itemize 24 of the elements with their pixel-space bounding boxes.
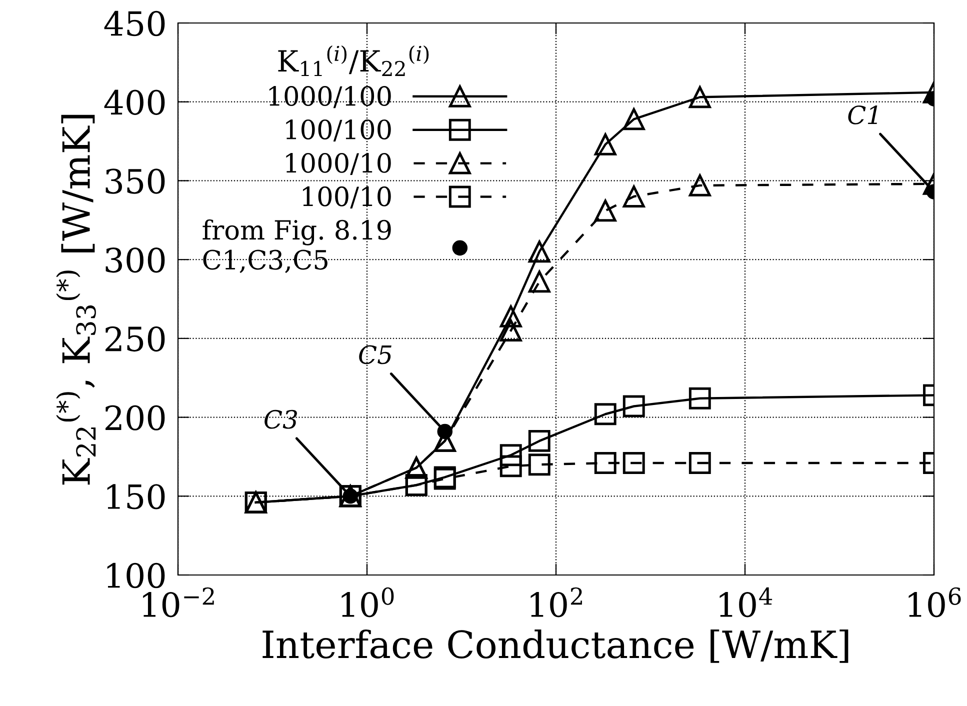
y-tick-label: 450 bbox=[104, 10, 165, 36]
legend-label: 100/100 bbox=[286, 120, 391, 142]
x-tick-label: 10$^{0}$ bbox=[342, 587, 394, 618]
y-tick-label: 150 bbox=[107, 484, 165, 510]
x-axis-title: Interface Conductance [W/mK] bbox=[262, 629, 848, 663]
annotation: C1 bbox=[848, 106, 878, 124]
x-tick-label: 10$^{4}$ bbox=[720, 587, 772, 618]
x-tick-label: 10$^{6}$ bbox=[908, 587, 961, 618]
y-tick-label: 300 bbox=[106, 247, 165, 273]
y-tick-label: 400 bbox=[104, 90, 165, 115]
legend-label: 100/10 bbox=[302, 186, 391, 208]
annotation: C3 bbox=[264, 410, 297, 429]
annotation: C5 bbox=[359, 345, 392, 364]
y-axis-title: K$_{22}$$^{(*)}$, K$_{33}$$^{(*)}$ [W/mK] bbox=[56, 114, 96, 485]
y-tick-label: 200 bbox=[106, 405, 165, 430]
legend-label: from Fig. 8.19 C1,C3,C5 bbox=[202, 219, 391, 273]
legend-title: K$_{11}$$^{(i)}$/K$_{22}$$^{(i)}$ bbox=[278, 45, 429, 76]
y-tick-label: 350 bbox=[106, 168, 165, 194]
x-tick-label: 10$^{−2}$ bbox=[143, 587, 214, 618]
legend-label: 1000/10 bbox=[286, 152, 391, 175]
x-tick-label: 10$^{2}$ bbox=[530, 587, 582, 618]
y-tick-label: 100 bbox=[107, 562, 165, 588]
legend-label: 1000/100 bbox=[269, 86, 391, 108]
y-tick-label: 250 bbox=[106, 326, 165, 352]
